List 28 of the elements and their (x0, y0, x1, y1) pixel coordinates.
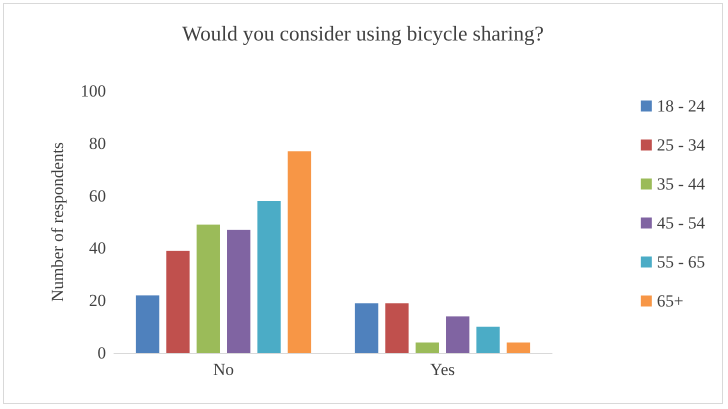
bar (166, 250, 190, 353)
legend-label: 65+ (656, 292, 684, 310)
bar (136, 295, 160, 353)
legend-label: 18 - 24 (656, 96, 706, 116)
chart-title: Would you consider using bicycle sharing? (182, 22, 544, 46)
bar (385, 303, 409, 353)
legend-label: 55 - 65 (656, 252, 706, 272)
bar (416, 342, 439, 353)
y-axis-title: Number of respondents (48, 142, 67, 302)
y-tick-label: 20 (89, 291, 106, 310)
bar (446, 316, 470, 353)
bar (476, 326, 500, 353)
y-tick-label: 100 (80, 82, 106, 100)
y-tick-label: 40 (89, 238, 106, 258)
legend-label: 25 - 34 (656, 136, 706, 154)
x-tick-label: Yes (430, 360, 455, 379)
bar (288, 151, 312, 353)
x-tick-label: No (213, 360, 234, 379)
y-tick-label: 0 (98, 344, 106, 362)
bar (196, 224, 220, 353)
bar (257, 201, 281, 353)
y-tick-label: 80 (89, 134, 106, 153)
bar (506, 342, 530, 353)
bar (227, 230, 250, 353)
legend-label: 35 - 44 (656, 174, 706, 194)
legend-label: 45 - 54 (656, 214, 706, 232)
bar (354, 303, 378, 353)
y-tick-label: 60 (89, 186, 106, 206)
